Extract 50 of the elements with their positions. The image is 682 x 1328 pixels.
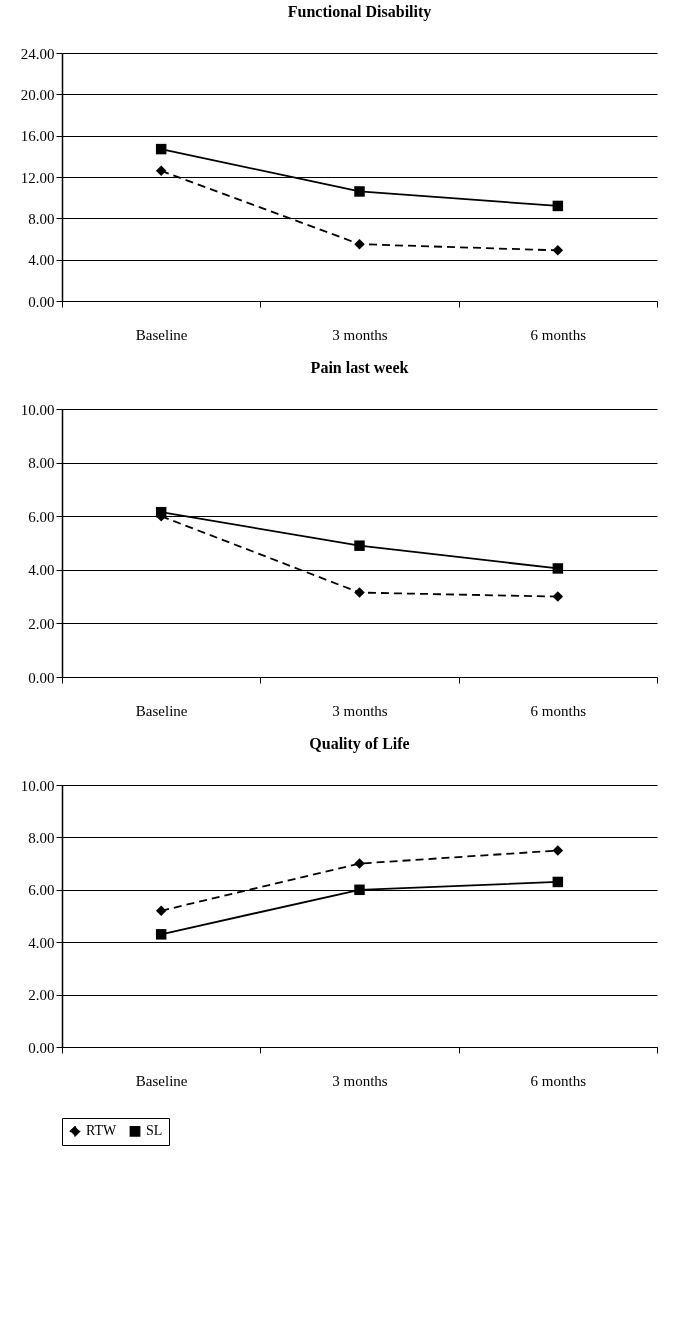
x-tick-label: 6 months bbox=[530, 1072, 587, 1089]
y-tick-label: 4.00 bbox=[28, 562, 55, 579]
point bbox=[552, 845, 564, 856]
point bbox=[552, 245, 564, 256]
point bbox=[155, 929, 167, 940]
point bbox=[354, 238, 365, 250]
point bbox=[354, 858, 365, 869]
y-tick-label: 10.00 bbox=[20, 777, 55, 794]
y-tick-label: 4.00 bbox=[28, 252, 55, 269]
point bbox=[552, 876, 564, 888]
y-tick-label: 6.00 bbox=[28, 882, 55, 899]
y-tick-label: 16.00 bbox=[20, 128, 55, 145]
x-tick-label: Baseline bbox=[135, 702, 188, 719]
y-tick-label: 0.00 bbox=[28, 669, 55, 686]
point bbox=[354, 587, 365, 598]
x-tick-label: 3 months bbox=[332, 326, 388, 343]
point bbox=[354, 884, 365, 896]
x-tick-label: 3 months bbox=[332, 1072, 388, 1089]
point bbox=[552, 200, 564, 212]
point bbox=[155, 905, 167, 916]
y-tick-label: 2.00 bbox=[28, 987, 55, 1004]
y-tick-label: 8.00 bbox=[28, 829, 55, 846]
y-tick-label: 12.00 bbox=[20, 169, 55, 186]
point bbox=[155, 143, 167, 155]
chart-title: Quality of Life bbox=[309, 735, 410, 753]
x-tick-label: Baseline bbox=[135, 1072, 188, 1089]
chart-title: Functional Disability bbox=[287, 3, 432, 21]
point bbox=[552, 563, 564, 574]
y-tick-label: 4.00 bbox=[28, 934, 55, 951]
y-tick-label: 20.00 bbox=[20, 86, 55, 103]
x-tick-label: Baseline bbox=[135, 326, 188, 343]
y-tick-label: 2.00 bbox=[28, 615, 55, 632]
y-tick-label: 6.00 bbox=[28, 508, 55, 525]
legend-label: SL bbox=[146, 1123, 163, 1139]
y-tick-label: 10.00 bbox=[20, 401, 55, 418]
y-tick-label: 8.00 bbox=[28, 455, 55, 472]
point bbox=[552, 591, 564, 602]
y-tick-label: 8.00 bbox=[28, 210, 55, 227]
y-tick-label: 24.00 bbox=[20, 45, 55, 62]
point bbox=[354, 540, 365, 551]
point bbox=[354, 186, 365, 197]
point bbox=[155, 506, 167, 518]
x-tick-label: 6 months bbox=[530, 702, 587, 719]
y-tick-label: 0.00 bbox=[28, 1039, 55, 1056]
y-tick-label: 0.00 bbox=[28, 293, 55, 310]
legend-label: RTW bbox=[86, 1123, 118, 1139]
point bbox=[155, 165, 167, 177]
x-tick-label: 6 months bbox=[530, 326, 587, 343]
chart-title: Pain last week bbox=[310, 359, 409, 376]
x-tick-label: 3 months bbox=[332, 702, 388, 719]
